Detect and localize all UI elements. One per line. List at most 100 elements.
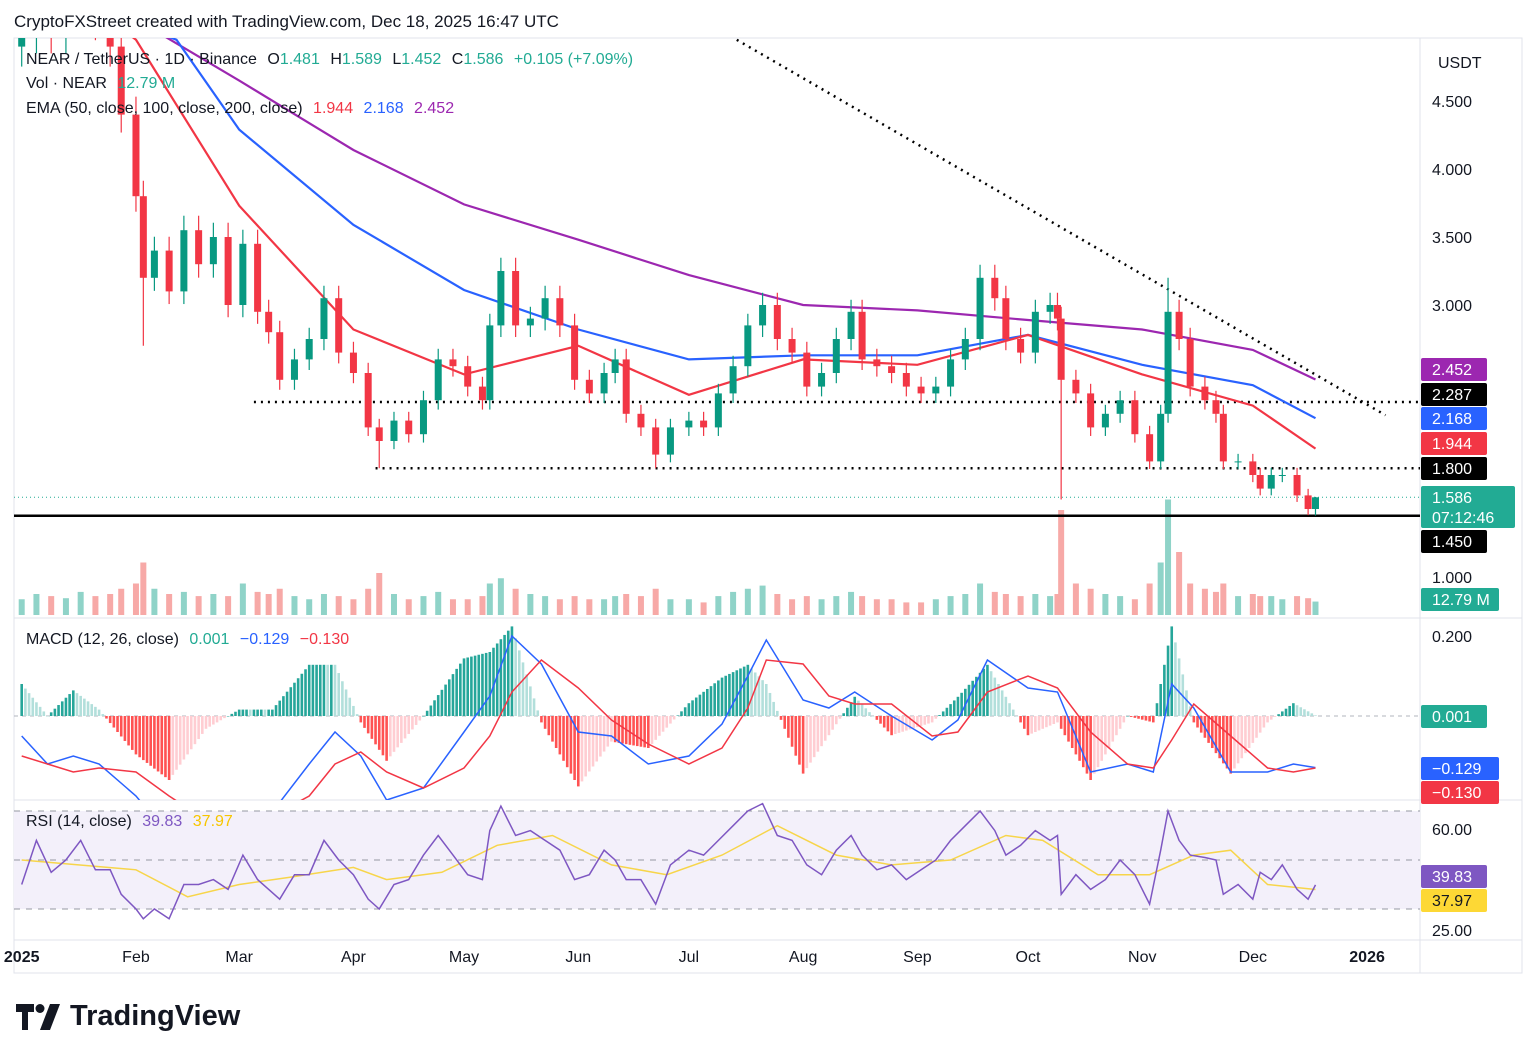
candle-body xyxy=(888,366,896,373)
volume-bar xyxy=(1268,596,1275,615)
macd-histogram-bar xyxy=(1045,716,1048,728)
macd-histogram-bar xyxy=(1052,716,1056,724)
macd-histogram-bar xyxy=(119,716,123,737)
volume-bar xyxy=(601,599,608,615)
volume-bar xyxy=(903,602,910,615)
badge-text: 1.944 xyxy=(1432,436,1472,453)
macd-histogram-bar xyxy=(204,716,208,729)
macd-histogram-bar xyxy=(57,705,60,716)
volume-bar xyxy=(180,591,187,615)
macd-histogram-bar xyxy=(536,710,540,716)
ema-legend: EMA (50, close, 100, close, 200, close) … xyxy=(26,100,460,118)
time-tick: 2026 xyxy=(1349,949,1385,966)
macd-histogram-bar xyxy=(355,714,359,716)
macd-histogram-bar xyxy=(669,716,672,724)
macd-histogram-bar xyxy=(263,709,267,716)
badge-bg xyxy=(1421,781,1499,804)
macd-histogram-bar xyxy=(1288,705,1291,716)
macd-histogram-bar xyxy=(1148,716,1151,722)
macd-pane xyxy=(14,626,1420,800)
macd-histogram-bar xyxy=(1085,716,1089,774)
axis-badges: 2.4522.2872.1681.9441.8001.58607:12:461.… xyxy=(1421,358,1515,912)
volume-bar xyxy=(1047,596,1054,615)
volume-bar xyxy=(254,591,261,615)
macd-histogram-bar xyxy=(75,693,79,716)
macd-histogram-bar xyxy=(927,716,930,724)
ema200-value: 2.452 xyxy=(414,100,455,117)
price-badge: 0.001 xyxy=(1421,705,1487,728)
macd-histogram-bar xyxy=(296,678,300,716)
macd-histogram-bar xyxy=(488,652,492,716)
badge-text: −0.130 xyxy=(1432,785,1481,802)
time-axis[interactable]: 2025 Feb Mar Apr May Jun Jul Aug Sep Oct Nov Dec 202… xyxy=(4,949,1385,966)
macd-histogram-bar xyxy=(164,716,167,778)
macd-histogram-bar xyxy=(506,630,510,716)
macd-histogram-bar xyxy=(1229,716,1233,774)
macd-histogram-bar xyxy=(1273,716,1277,717)
candle-body xyxy=(961,339,969,360)
macd-histogram-bar xyxy=(252,709,256,716)
volume-bar xyxy=(1176,552,1183,615)
badge-text: −0.129 xyxy=(1432,761,1481,778)
ema-label[interactable]: EMA (50, close, 100, close, 200, close) xyxy=(26,100,303,117)
macd-histogram-bar xyxy=(105,716,108,719)
macd-histogram-bar xyxy=(470,656,473,716)
candle-body xyxy=(917,386,925,394)
price-axis[interactable]: USDT 4.500 4.000 3.500 3.000 1.000 0.200 60.00 2… xyxy=(1432,55,1482,940)
macd-histogram-bar xyxy=(495,643,499,716)
macd-legend: MACD (12, 26, close) 0.001 −0.129 −0.130 xyxy=(26,631,355,649)
candle-body xyxy=(1267,475,1275,489)
macd-histogram-bar xyxy=(1019,716,1022,723)
macd-histogram-bar xyxy=(882,716,886,728)
time-tick: May xyxy=(449,949,479,966)
macd-histogram-bar xyxy=(1177,658,1181,716)
time-tick: Mar xyxy=(225,949,253,966)
candle-body xyxy=(847,311,855,339)
macd-histogram-bar xyxy=(186,716,189,755)
macd-histogram-bar xyxy=(418,716,422,721)
price-badge: 1.944 xyxy=(1421,432,1487,455)
macd-histogram-bar xyxy=(72,690,75,716)
macd-histogram-bar xyxy=(322,664,326,716)
macd-histogram-bar xyxy=(381,716,385,756)
symbol-name[interactable]: NEAR / TetherUS · 1D · Binance xyxy=(26,51,257,68)
macd-histogram-bar xyxy=(905,716,908,731)
macd-histogram-bar xyxy=(31,697,35,716)
macd-histogram-bar xyxy=(189,716,193,750)
candle-body xyxy=(585,379,593,394)
macd-signal-line xyxy=(21,658,1316,800)
badge-bg xyxy=(1421,486,1515,528)
volume-bar xyxy=(700,602,707,615)
candle-body xyxy=(571,325,579,380)
macd-histogram-bar xyxy=(1037,716,1041,731)
volume-bar xyxy=(803,596,810,615)
candle-body xyxy=(62,6,69,33)
macd-histogram-bar xyxy=(1262,716,1266,728)
candle-body xyxy=(239,243,247,305)
macd-histogram-bar xyxy=(724,675,728,716)
macd-label[interactable]: MACD (12, 26, close) xyxy=(26,631,179,648)
volume-bar xyxy=(132,583,139,615)
volume-bar xyxy=(1257,596,1264,615)
volume-bar xyxy=(1117,596,1124,615)
volume-label[interactable]: Vol · NEAR xyxy=(26,75,107,92)
volume-bar xyxy=(1072,583,1079,615)
tradingview-logo[interactable]: TradingView xyxy=(16,1000,240,1033)
volume-bar xyxy=(612,596,619,615)
macd-histogram-bar xyxy=(768,692,772,716)
macd-histogram-bar xyxy=(639,716,643,747)
time-tick: Dec xyxy=(1239,949,1267,966)
candle-body xyxy=(729,366,737,394)
macd-histogram-bar xyxy=(952,700,956,716)
volume-bar xyxy=(435,591,442,615)
macd-histogram-bar xyxy=(599,716,602,757)
macd-histogram-bar xyxy=(868,712,871,716)
rsi-label[interactable]: RSI (14, close) xyxy=(26,813,132,830)
volume-bar xyxy=(62,598,69,615)
macd-histogram-bar xyxy=(90,704,94,716)
macd-histogram-bar xyxy=(1056,716,1059,723)
macd-histogram-bar xyxy=(801,716,805,774)
candle-body xyxy=(1278,475,1286,476)
macd-histogram-bar xyxy=(635,716,639,747)
